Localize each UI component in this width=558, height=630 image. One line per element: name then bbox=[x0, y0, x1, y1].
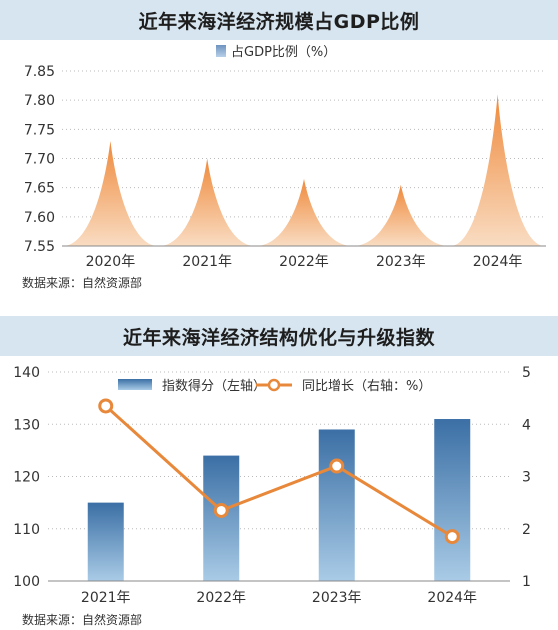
chart2-bar bbox=[203, 455, 240, 581]
chart2-left-tick-label: 130 bbox=[13, 417, 40, 433]
chart1-xtick-label: 2022年 bbox=[279, 254, 329, 270]
chart1-ytick-label: 7.75 bbox=[24, 122, 55, 138]
chart1-ytick-label: 7.60 bbox=[24, 210, 55, 226]
chart2-xtick-label: 2023年 bbox=[312, 590, 362, 606]
chart2-legend-line-marker bbox=[267, 378, 281, 392]
chart1-ytick-label: 7.70 bbox=[24, 152, 55, 168]
chart1-xtick-label: 2020年 bbox=[86, 254, 136, 270]
chart1-peak bbox=[354, 184, 448, 246]
chart2-bar bbox=[87, 502, 124, 581]
chart2-growth-point bbox=[329, 458, 345, 474]
chart2-right-tick-label: 4 bbox=[522, 417, 531, 433]
chart1-ytick-label: 7.85 bbox=[24, 64, 55, 80]
chart2-legend-bar-swatch bbox=[118, 379, 152, 390]
chart1-legend-swatch bbox=[216, 45, 226, 57]
chart1-xtick-label: 2021年 bbox=[182, 254, 232, 270]
chart2-right-tick-label: 3 bbox=[522, 470, 531, 486]
chart2-growth-point bbox=[98, 398, 114, 414]
chart2-xtick-label: 2021年 bbox=[81, 590, 131, 606]
chart1-peak bbox=[451, 94, 544, 246]
chart2-title: 近年来海洋经济结构优化与升级指数 bbox=[0, 316, 558, 356]
chart2-bar bbox=[434, 419, 471, 581]
chart2-right-tick-label: 1 bbox=[522, 574, 531, 590]
chart1-peak bbox=[160, 158, 254, 246]
chart2-left-tick-label: 140 bbox=[13, 365, 40, 381]
chart1-ytick-label: 7.55 bbox=[24, 239, 55, 255]
chart1-peak bbox=[64, 141, 157, 246]
chart2-xtick-label: 2024年 bbox=[427, 590, 477, 606]
chart1-plot: 7.55 7.60 7.65 7.70 7.75 7.80 7.85 占GDP比例（%） 202… bbox=[24, 45, 546, 270]
chart1-ytick-label: 7.80 bbox=[24, 93, 55, 109]
chart2-right-tick-label: 2 bbox=[522, 522, 531, 538]
chart2-legend-bar-label: 指数得分（左轴） bbox=[162, 378, 266, 394]
chart2-growth-line bbox=[104, 404, 454, 538]
chart2-growth-point bbox=[213, 502, 229, 518]
chart2-growth-point bbox=[444, 529, 460, 545]
chart1-title: 近年来海洋经济规模占GDP比例 bbox=[0, 0, 558, 40]
chart2-source: 数据来源：自然资源部 bbox=[22, 613, 143, 627]
chart2-left-tick-label: 100 bbox=[13, 574, 40, 590]
chart2-right-tick-label: 5 bbox=[522, 365, 531, 381]
chart2-legend-line-label: 同比增长（右轴：%） bbox=[302, 379, 431, 394]
chart1-xtick-label: 2024年 bbox=[473, 254, 523, 270]
chart1-legend-label: 占GDP比例（%） bbox=[231, 45, 336, 60]
chart2-left-tick-label: 110 bbox=[13, 522, 40, 538]
chart1-peak bbox=[257, 178, 351, 246]
chart1-source: 数据来源：自然资源部 bbox=[22, 276, 143, 290]
chart2-left-tick-label: 120 bbox=[13, 470, 40, 486]
chart1-ytick-label: 7.65 bbox=[24, 181, 55, 197]
chart2-bar bbox=[318, 429, 355, 581]
chart1-xtick-label: 2023年 bbox=[376, 254, 426, 270]
chart2-xtick-label: 2022年 bbox=[196, 590, 246, 606]
